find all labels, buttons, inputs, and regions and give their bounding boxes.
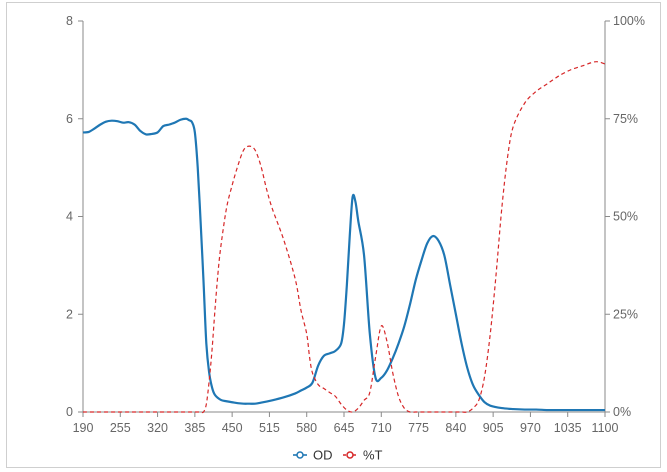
x-tick-label: 255	[110, 421, 131, 435]
legend-label: %T	[363, 448, 383, 463]
series-layer	[82, 61, 606, 414]
x-tick-label: 1035	[554, 421, 582, 435]
x-tick-label: 580	[296, 421, 317, 435]
legend[interactable]: OD %T	[293, 448, 383, 463]
y-right-tick-label: 100%	[613, 14, 645, 28]
y-left-tick-label: 6	[66, 112, 73, 126]
x-tick-label: 840	[445, 421, 466, 435]
legend-swatch-marker	[346, 451, 354, 459]
chart-frame: 190 255 320 385 450 515 580 645 710 775 840 905 970 1…	[6, 2, 661, 468]
x-tick-label: 385	[184, 421, 205, 435]
x-tick-label: 450	[222, 421, 243, 435]
y-left-tick-label: 0	[66, 405, 73, 419]
legend-item-od[interactable]: OD	[293, 448, 333, 463]
series-line-transmittance	[83, 61, 606, 414]
x-tick-label: 710	[371, 421, 392, 435]
y-right-tick-label: 75%	[613, 112, 638, 126]
x-tick-label: 970	[520, 421, 541, 435]
legend-label: OD	[313, 448, 333, 463]
series-line-od	[82, 117, 605, 412]
x-tick-label: 645	[334, 421, 355, 435]
x-tick-label: 190	[73, 421, 94, 435]
y-right-tick-label: 50%	[613, 210, 638, 224]
y-left-tick-label: 4	[66, 210, 73, 224]
y-right-tick-label: 0%	[613, 405, 631, 419]
x-tick-label: 320	[147, 421, 168, 435]
axes: 190 255 320 385 450 515 580 645 710 775 840 905 970 1…	[66, 14, 645, 435]
y-left-tick-label: 8	[66, 14, 73, 28]
x-tick-label: 1100	[592, 421, 619, 435]
y-right-tick-label: 25%	[613, 307, 638, 321]
x-tick-label: 775	[408, 421, 429, 435]
legend-swatch-marker	[296, 451, 304, 459]
legend-item-transmittance[interactable]: %T	[343, 448, 383, 463]
x-tick-label: 905	[483, 421, 504, 435]
y-left-tick-label: 2	[66, 307, 73, 321]
uv-vis-chart: 190 255 320 385 450 515 580 645 710 775 840 905 970 1…	[66, 14, 645, 463]
x-tick-label: 515	[259, 421, 280, 435]
